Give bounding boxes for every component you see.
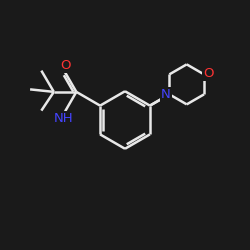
Text: NH: NH xyxy=(53,112,73,125)
Text: O: O xyxy=(203,66,214,80)
Text: O: O xyxy=(60,59,70,72)
Text: N: N xyxy=(161,88,170,101)
